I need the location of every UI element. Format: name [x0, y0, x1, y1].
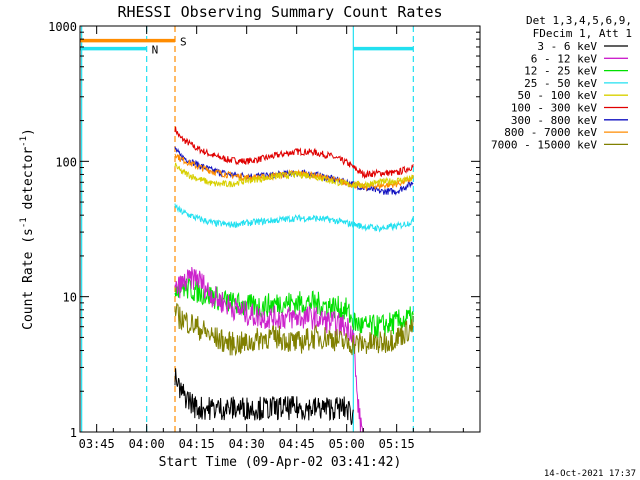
x-tick-label-03-45: 03:45	[79, 437, 115, 451]
y-tick-label-1: 1	[70, 426, 77, 440]
y-tick-label-100: 100	[55, 155, 77, 169]
x-tick-label-05-00: 05:00	[329, 437, 365, 451]
legend: Det 1,3,4,5,6,9, FDecim 1, Att 1 3 - 6 k…	[491, 14, 632, 151]
flag-label-s: S	[180, 36, 187, 49]
y-tick-label-1000: 1000	[48, 20, 77, 34]
x-tick-label-04-00: 04:00	[129, 437, 165, 451]
y-axis-label-sup2: -1	[19, 136, 29, 147]
legend-label-7000-15000-kev: 7000 - 15000 keV	[491, 138, 597, 151]
series-line-3-6-kev	[174, 368, 354, 425]
y-axis-label: Count Rate (s-1 detector-1)	[19, 128, 36, 330]
series-line-6-12-kev	[174, 266, 364, 433]
flag-label-n: N	[152, 44, 159, 57]
flag-bars: SN	[80, 36, 414, 57]
legend-header-2: FDecim 1, Att 1	[533, 27, 632, 40]
series-line-50-100-kev	[174, 162, 414, 189]
y-axis-label-end: )	[21, 128, 36, 136]
series-line-25-50-kev	[174, 203, 414, 233]
chart-title: RHESSI Observing Summary Count Rates	[117, 3, 442, 21]
series-lines	[174, 126, 414, 433]
x-tick-label-04-30: 04:30	[229, 437, 265, 451]
y-tick-label-10: 10	[63, 291, 77, 305]
series-line-12-25-kev	[174, 276, 414, 339]
y-axis-label-main: Count Rate (s	[21, 228, 36, 330]
y-axis-label-sup1: -1	[19, 217, 29, 228]
legend-label-12-25-kev: 12 - 25 keV	[524, 65, 597, 78]
x-tick-label-04-15: 04:15	[179, 437, 215, 451]
legend-label-6-12-kev: 6 - 12 keV	[531, 52, 598, 65]
series-line-7000-15000-kev	[174, 303, 414, 357]
x-tick-label-05-15: 05:15	[379, 437, 415, 451]
legend-label-300-800-kev: 300 - 800 keV	[511, 114, 597, 127]
x-tick-label-04-45: 04:45	[279, 437, 315, 451]
axes: 03:45 04:00 04:15 04:30 04:45 05:00 05:15 1 10 10…	[48, 20, 481, 451]
x-axis-label: Start Time (09-Apr-02 03:41:42)	[159, 455, 402, 470]
legend-label-3-6-kev: 3 - 6 keV	[537, 40, 597, 53]
y-axis-label-mid: detector	[21, 147, 36, 218]
legend-label-50-100-kev: 50 - 100 keV	[518, 89, 598, 102]
legend-label-100-300-kev: 100 - 300 keV	[511, 102, 597, 115]
legend-label-800-7000-kev: 800 - 7000 keV	[504, 126, 597, 139]
plot-area: SN	[80, 26, 414, 433]
series-line-100-300-kev	[174, 126, 414, 180]
legend-header-1: Det 1,3,4,5,6,9,	[526, 14, 632, 27]
footer-timestamp: 14-Oct-2021 17:37	[544, 469, 636, 479]
time-markers	[81, 26, 414, 432]
legend-label-25-50-kev: 25 - 50 keV	[524, 77, 597, 90]
series-line-800-7000-kev	[174, 153, 414, 192]
